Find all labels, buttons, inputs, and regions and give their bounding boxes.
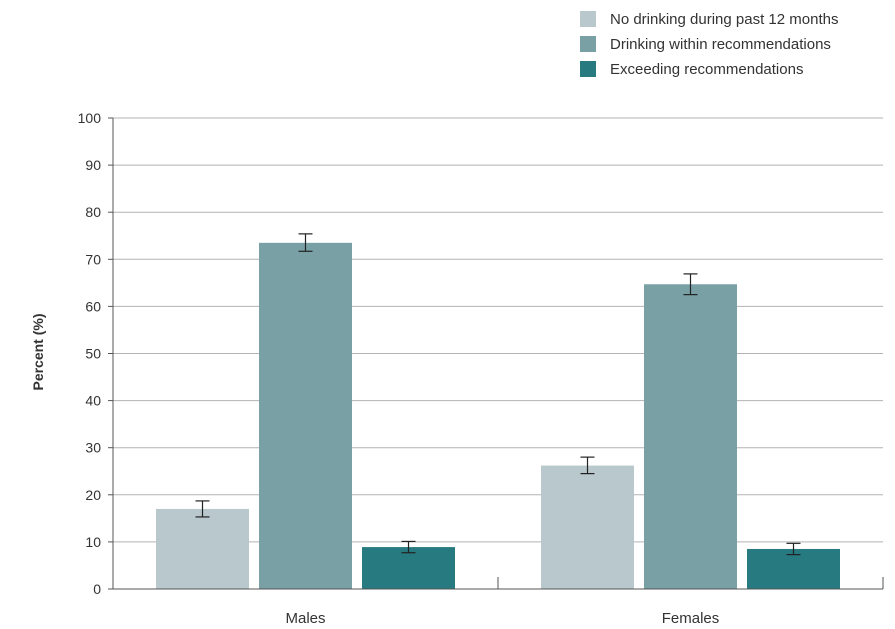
category-labels: Males Females: [285, 610, 719, 627]
y-tick-label: 90: [85, 157, 101, 173]
legend-label: Exceeding recommendations: [610, 61, 803, 78]
bar: [156, 508, 249, 589]
y-axis-label: Percent (%): [30, 313, 46, 390]
y-tick-label: 40: [85, 393, 101, 409]
y-tick-labels: 0 10 20 30 40 50 60 70 80 90 100: [78, 110, 102, 597]
y-tick-label: 10: [85, 534, 101, 550]
y-tick-label: 70: [85, 251, 101, 267]
y-tick-label: 0: [93, 581, 101, 597]
y-tick-label: 100: [78, 110, 102, 126]
axes: [108, 117, 884, 590]
bar: [259, 242, 352, 589]
legend-label: No drinking during past 12 months: [610, 11, 838, 28]
bars: [156, 242, 840, 589]
bar: [541, 465, 634, 589]
y-tick-label: 30: [85, 440, 101, 456]
category-label: Males: [285, 610, 325, 627]
legend-swatch: [580, 61, 596, 77]
legend-swatch: [580, 11, 596, 27]
legend: No drinking during past 12 months Drinkin…: [580, 11, 838, 78]
bar: [644, 284, 737, 589]
y-tick-label: 60: [85, 298, 101, 314]
bar: [362, 547, 455, 589]
error-bars: [195, 233, 801, 556]
gridlines: [113, 117, 883, 543]
category-label: Females: [662, 610, 720, 627]
y-tick-label: 80: [85, 204, 101, 220]
y-tick-label: 50: [85, 346, 101, 362]
y-tick-label: 20: [85, 487, 101, 503]
bar: [747, 548, 840, 589]
legend-label: Drinking within recommendations: [610, 36, 831, 53]
legend-swatch: [580, 36, 596, 52]
